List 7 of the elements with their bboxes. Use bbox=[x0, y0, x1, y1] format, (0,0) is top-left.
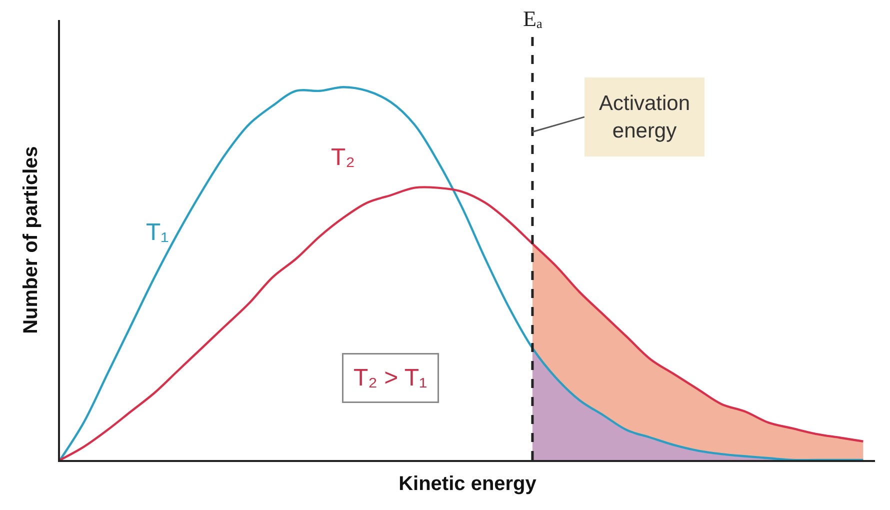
text: Eₐ bbox=[523, 6, 542, 31]
x-axis-title: Kinetic energy bbox=[398, 473, 538, 495]
y-axis-title: Number of particles bbox=[20, 146, 42, 334]
series-label: T₂ bbox=[331, 144, 355, 171]
annotation: Activation energy bbox=[599, 92, 690, 142]
series-label: T₁ bbox=[146, 219, 169, 246]
annotation: T₂ > T₁ bbox=[354, 364, 428, 392]
